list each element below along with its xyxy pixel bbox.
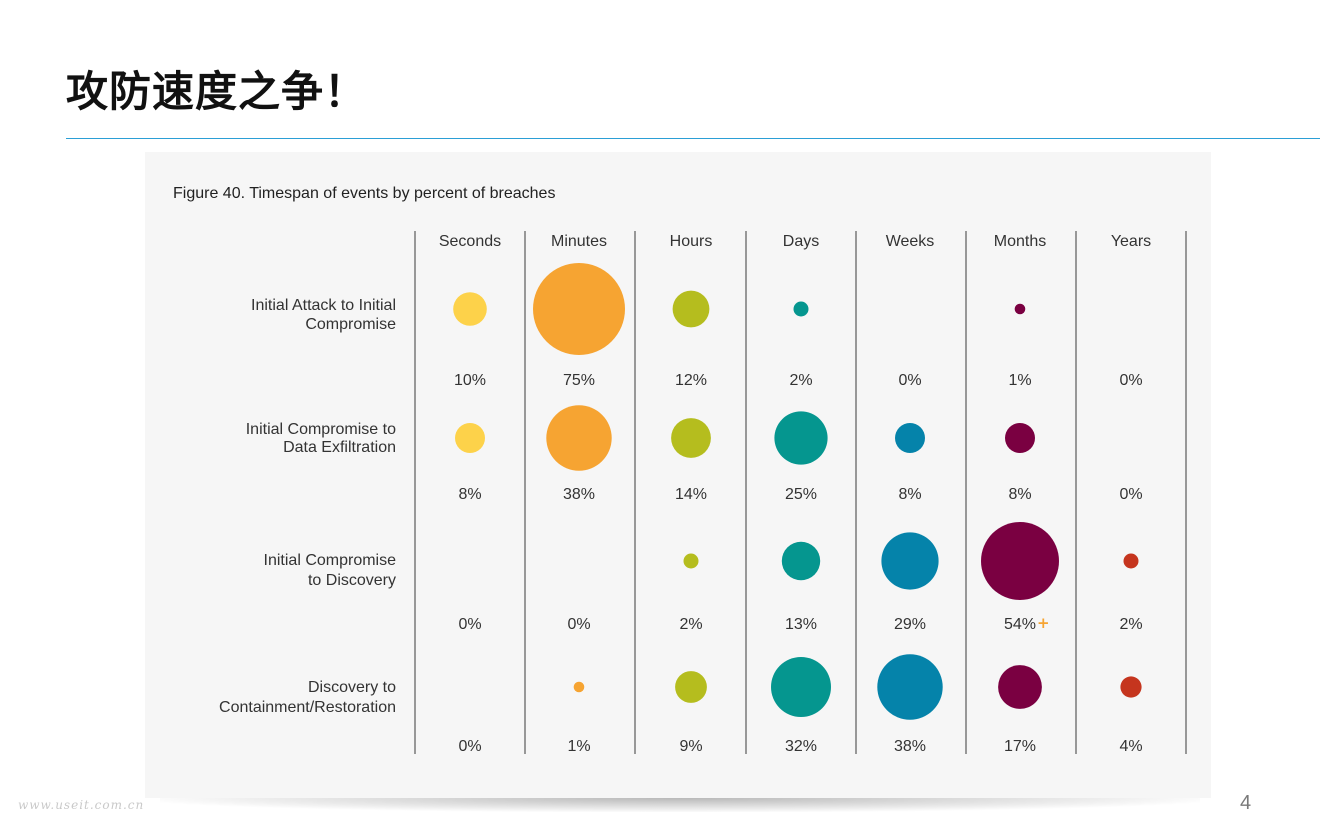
watermark-text: www.useit.com.cn — [18, 798, 145, 812]
value-label: 10% — [454, 372, 486, 389]
bubble-minutes — [546, 405, 612, 471]
bubble-minutes — [533, 263, 625, 355]
bubble-days — [781, 541, 821, 581]
bubble-months — [1005, 423, 1035, 453]
value-label: 13% — [785, 616, 817, 633]
bubble-weeks — [895, 423, 925, 453]
value-label: 0% — [567, 616, 590, 633]
value-label: 9% — [679, 738, 702, 755]
bubble-months — [998, 665, 1042, 709]
row-label: Data Exfiltration — [283, 439, 396, 456]
bubble-weeks — [881, 532, 939, 590]
bubble-days — [771, 657, 831, 717]
value-label: 8% — [1008, 486, 1031, 503]
value-label: 0% — [1119, 372, 1142, 389]
value-label: 38% — [894, 738, 926, 755]
value-label: 32% — [785, 738, 817, 755]
value-label: 1% — [1008, 372, 1031, 389]
bubble-minutes — [573, 681, 585, 693]
value-label: 2% — [789, 372, 812, 389]
value-label: 0% — [1119, 486, 1142, 503]
column-header-minutes: Minutes — [551, 233, 607, 250]
row-label: to Discovery — [308, 572, 396, 589]
bubble-years — [1120, 676, 1142, 698]
row-label: Compromise — [305, 316, 396, 333]
value-label: 0% — [898, 372, 921, 389]
value-label: 8% — [898, 486, 921, 503]
value-label: 25% — [785, 486, 817, 503]
row-label: Initial Attack to Initial — [251, 297, 396, 314]
value-label: 54% — [1004, 616, 1036, 633]
value-label: 4% — [1119, 738, 1142, 755]
title-divider — [66, 138, 1320, 139]
value-label: 2% — [679, 616, 702, 633]
bubble-hours — [671, 418, 711, 458]
bubble-months — [981, 522, 1059, 600]
row-label: Discovery to — [308, 679, 396, 696]
column-header-hours: Hours — [670, 233, 713, 250]
figure-shadow — [160, 798, 1200, 812]
column-header-weeks: Weeks — [886, 233, 935, 250]
row-label: Initial Compromise — [264, 552, 397, 569]
value-label: 12% — [675, 372, 707, 389]
column-header-months: Months — [994, 233, 1046, 250]
slide-title: 攻防速度之争！ — [66, 67, 368, 116]
value-label: 29% — [894, 616, 926, 633]
column-header-seconds: Seconds — [439, 233, 501, 250]
bubble-weeks — [877, 654, 943, 720]
bubble-hours — [683, 553, 699, 569]
value-label: 75% — [563, 372, 595, 389]
bubble-seconds — [453, 292, 487, 326]
value-label: 8% — [458, 486, 481, 503]
value-label: 1% — [567, 738, 590, 755]
value-label: 0% — [458, 616, 481, 633]
bubble-days — [774, 411, 828, 465]
figure-caption: Figure 40. Timespan of events by percent… — [173, 185, 556, 202]
value-label: 0% — [458, 738, 481, 755]
row-label: Initial Compromise to — [246, 421, 396, 438]
value-label: 2% — [1119, 616, 1142, 633]
bubble-days — [793, 301, 809, 317]
column-header-years: Years — [1111, 233, 1151, 250]
page-number: 4 — [1240, 792, 1252, 814]
row-label: Containment/Restoration — [219, 699, 396, 716]
column-header-days: Days — [783, 233, 819, 250]
value-label: 14% — [675, 486, 707, 503]
value-label: 38% — [563, 486, 595, 503]
bubble-months — [1014, 303, 1026, 315]
bubble-hours — [675, 671, 707, 703]
bubble-seconds — [455, 423, 485, 453]
bubble-hours — [672, 290, 710, 328]
value-label: 17% — [1004, 738, 1036, 755]
bubble-years — [1123, 553, 1139, 569]
annotation-plus-marker: + — [1037, 614, 1050, 632]
